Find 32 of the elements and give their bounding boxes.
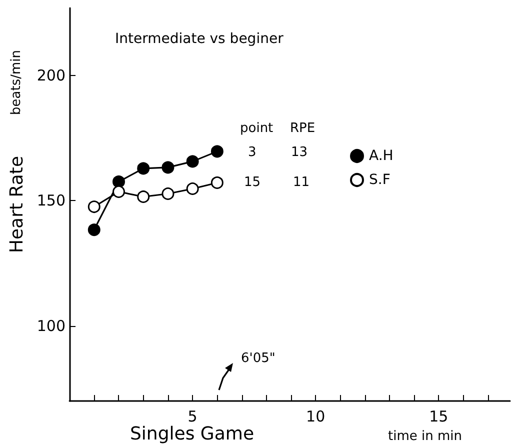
x-tick-label: 10 xyxy=(306,408,326,426)
annotation: 15 xyxy=(244,175,261,190)
point xyxy=(137,162,150,175)
legend-label: A.H xyxy=(369,148,394,164)
point xyxy=(162,161,174,174)
annotation: point xyxy=(240,121,274,136)
point xyxy=(112,185,125,198)
point xyxy=(162,187,174,200)
point xyxy=(186,182,199,195)
annotation: 3 xyxy=(248,145,256,160)
text: beats/min xyxy=(9,50,24,115)
point xyxy=(88,200,100,213)
point xyxy=(137,190,150,203)
y-tick-label: 150 xyxy=(36,192,66,210)
point xyxy=(210,176,224,189)
point xyxy=(186,155,199,168)
annotation: RPE xyxy=(290,121,316,136)
x-tick-label: 5 xyxy=(188,408,198,426)
annotation: 13 xyxy=(291,145,308,160)
x-tick-label: 15 xyxy=(429,408,448,426)
point xyxy=(88,224,100,236)
y-tick-label: 200 xyxy=(36,66,66,85)
y-axis-title: Heart Rate xyxy=(6,156,28,254)
annotation: 11 xyxy=(293,175,310,190)
text: Intermediate vs beginer xyxy=(115,31,284,47)
legend-label: S.F xyxy=(369,172,390,188)
x-axis-title: Singles Game xyxy=(130,424,254,444)
point xyxy=(112,175,125,188)
y-tick-label: 100 xyxy=(36,316,66,335)
point xyxy=(210,145,224,158)
text: time in min xyxy=(388,429,462,444)
annotation: 6'05" xyxy=(241,351,276,366)
